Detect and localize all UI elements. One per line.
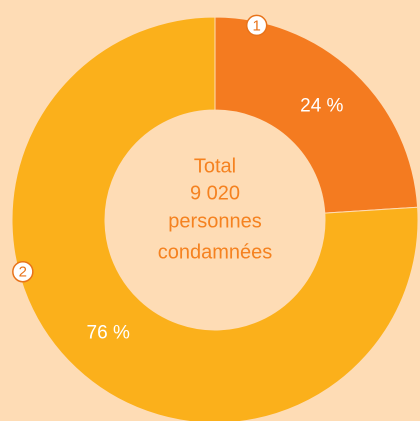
center-text: 9 020	[190, 182, 240, 204]
marker-label: 2	[19, 264, 27, 281]
donut-segment	[11, 16, 419, 421]
center-text: personnes	[168, 210, 261, 232]
center-text: condamnées	[158, 241, 273, 263]
marker-circle	[245, 14, 268, 37]
value-label: 24 %	[300, 95, 343, 116]
marker-circle	[12, 260, 34, 283]
value-label: 76 %	[87, 323, 130, 344]
marker-label: 1	[253, 17, 261, 34]
center-text: Total	[194, 155, 236, 177]
donut-segment	[214, 16, 419, 214]
